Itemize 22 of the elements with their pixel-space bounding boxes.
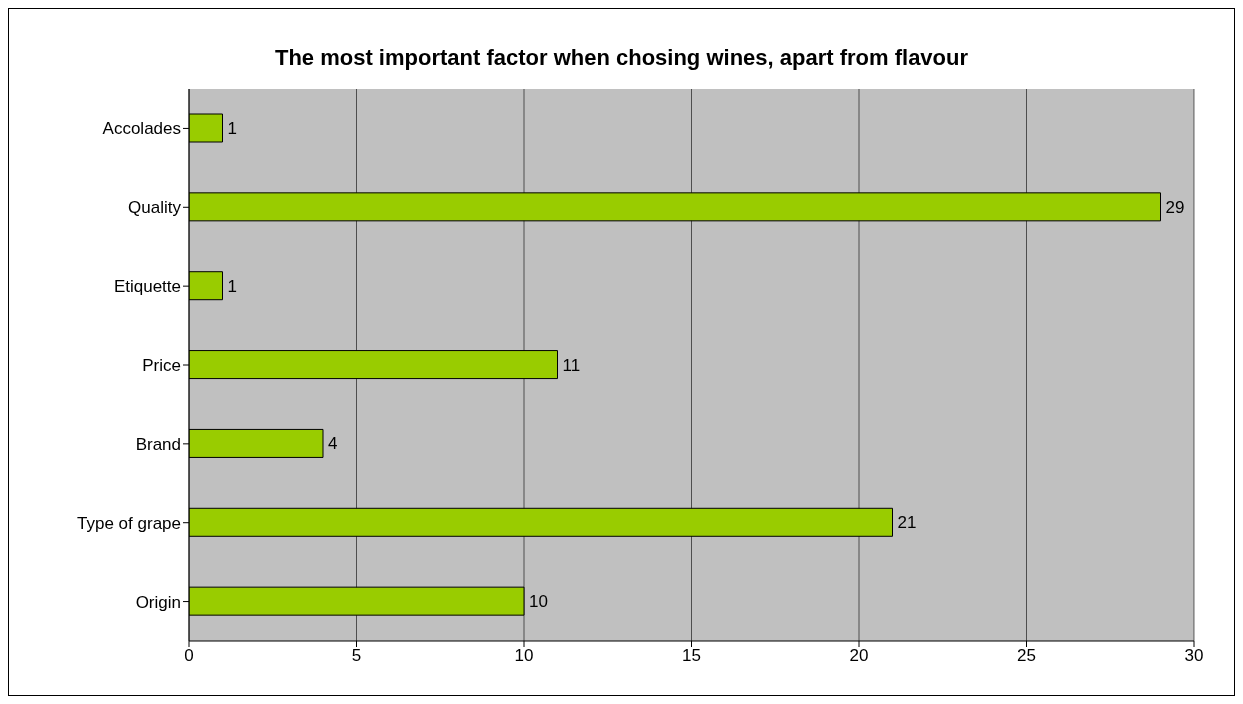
x-tick-label: 25 bbox=[1017, 646, 1036, 666]
data-label: 10 bbox=[529, 592, 548, 612]
y-tick-label: Brand bbox=[135, 434, 181, 454]
data-label: 1 bbox=[227, 276, 237, 296]
x-tick-label: 15 bbox=[682, 646, 701, 666]
x-tick-label: 30 bbox=[1184, 646, 1204, 666]
data-label: 21 bbox=[897, 513, 917, 533]
y-tick-label: Type of grape bbox=[77, 513, 181, 533]
x-tick-label: 5 bbox=[351, 646, 362, 666]
data-label: 11 bbox=[562, 355, 581, 375]
x-tick-label: 0 bbox=[184, 646, 194, 666]
y-tick-label: Price bbox=[142, 356, 181, 376]
y-tick-label: Accolades bbox=[102, 119, 181, 139]
chart-title: The most important factor when chosing wines, apart from flavour bbox=[273, 44, 970, 72]
x-tick-label: 10 bbox=[514, 646, 534, 666]
x-tick-label: 20 bbox=[849, 646, 869, 666]
y-tick-label: Origin bbox=[135, 592, 181, 612]
data-label: 29 bbox=[1165, 197, 1185, 217]
y-tick-label: Etiquette bbox=[113, 277, 181, 297]
data-label: 1 bbox=[227, 119, 237, 139]
data-label: 4 bbox=[328, 434, 338, 454]
y-tick-label: Quality bbox=[128, 198, 182, 218]
